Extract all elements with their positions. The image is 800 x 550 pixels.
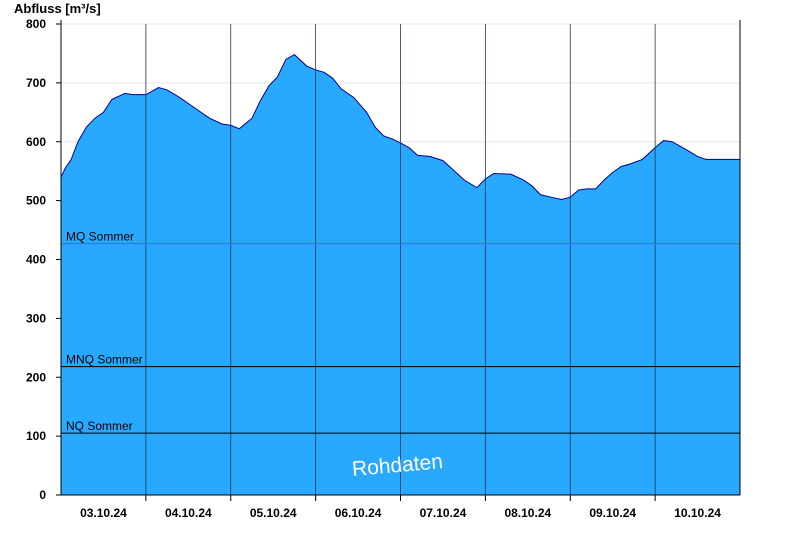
reference-line-label: NQ Sommer <box>66 419 133 433</box>
x-tick-label: 09.10.24 <box>589 506 636 520</box>
y-tick-label: 0 <box>39 488 46 502</box>
reference-lines: MQ Sommer MNQ Sommer NQ Sommer <box>61 230 740 434</box>
y-tick-label: 600 <box>26 135 46 149</box>
x-axis-ticks: 03.10.24 04.10.24 05.10.24 06.10.24 07.10.24… <box>80 495 721 520</box>
y-tick-label: 200 <box>26 370 46 384</box>
reference-line-label: MNQ Sommer <box>66 353 143 367</box>
y-axis-ticks: 0 100 200 300 400 500 600 700 800 <box>26 17 61 502</box>
y-axis-label: Abfluss [m³/s] <box>14 1 101 16</box>
reference-line-label: MQ Sommer <box>66 230 134 244</box>
y-tick-label: 300 <box>26 311 46 325</box>
x-tick-label: 05.10.24 <box>250 506 297 520</box>
x-tick-label: 07.10.24 <box>420 506 467 520</box>
x-tick-label: 08.10.24 <box>504 506 551 520</box>
x-tick-label: 03.10.24 <box>80 506 127 520</box>
x-tick-label: 06.10.24 <box>335 506 382 520</box>
discharge-line <box>60 53 740 200</box>
y-tick-label: 500 <box>26 194 46 208</box>
y-tick-label: 400 <box>26 253 46 267</box>
x-tick-label: 10.10.24 <box>674 506 721 520</box>
day-boundary-lines <box>145 24 656 495</box>
y-tick-label: 700 <box>26 76 46 90</box>
y-tick-label: 100 <box>26 429 46 443</box>
x-tick-label: 04.10.24 <box>165 506 212 520</box>
y-tick-label: 800 <box>26 17 46 31</box>
